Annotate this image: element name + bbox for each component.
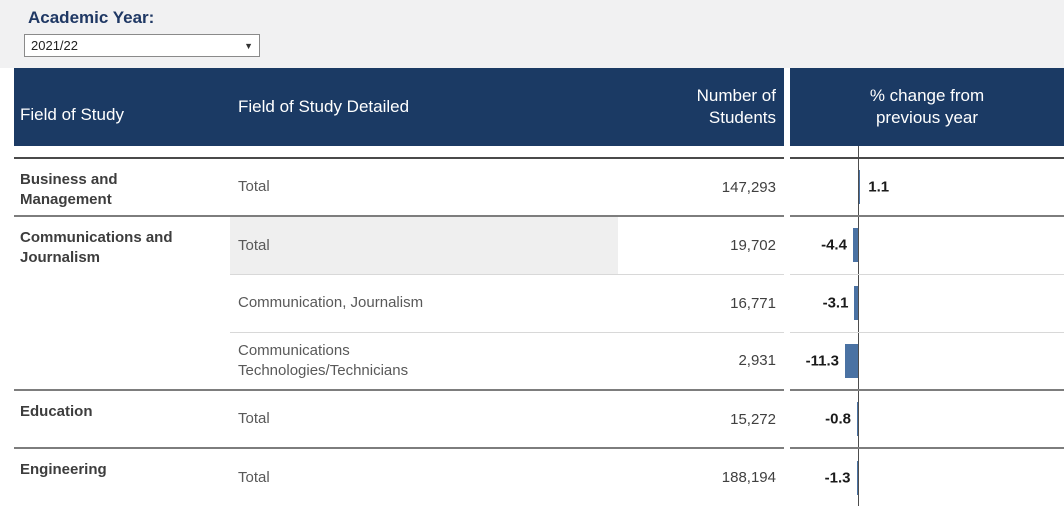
pct-change-cell: -4.4 [790, 215, 1064, 274]
table-row[interactable]: Education Total 15,272 -0.8 [14, 389, 1064, 448]
pct-axis-line [858, 217, 859, 274]
field-of-study-detailed-cell: Total [230, 215, 618, 274]
pct-axis-line [858, 449, 859, 506]
gap-cell [14, 146, 784, 158]
pct-axis-line [858, 274, 859, 332]
field-of-study-cell: Education [14, 389, 230, 448]
pct-change-value: -11.3 [805, 352, 840, 370]
header-line: Students [708, 108, 776, 127]
field-of-study-cell: Business and Management [14, 157, 230, 216]
field-of-study-detailed-cell: Communication, Journalism [230, 273, 618, 332]
table-row[interactable]: Engineering Total 188,194 -1.3 [14, 447, 1064, 506]
pct-axis-line [858, 332, 859, 389]
col-header-number-of-students: Number of Students [618, 68, 784, 146]
gap-cell [790, 146, 1064, 158]
number-of-students-cell: 15,272 [618, 389, 784, 448]
pct-change-bar [859, 170, 861, 204]
filter-bar: Academic Year: 2021/22 ▼ [0, 0, 1064, 68]
pct-change-value: -4.4 [821, 236, 847, 254]
number-of-students-cell: 147,293 [618, 157, 784, 216]
field-of-study-detailed-cell: Communications Technologies/Technicians [230, 331, 618, 390]
students-table: Field of Study Field of Study Detailed N… [14, 68, 1064, 506]
academic-year-selected-value: 2021/22 [31, 38, 78, 53]
pct-change-cell: -11.3 [790, 331, 1064, 390]
pct-change-cell: 1.1 [790, 157, 1064, 216]
col-header-field-of-study: Field of Study [14, 68, 230, 146]
field-of-study-detailed-cell: Total [230, 447, 618, 506]
header-line: % change from [869, 85, 985, 105]
pct-axis-line [858, 159, 859, 215]
academic-year-select[interactable]: 2021/22 ▼ [24, 34, 260, 57]
pct-change-bar [852, 228, 858, 263]
chevron-down-icon: ▼ [244, 40, 253, 51]
pct-change-cell: -3.1 [790, 273, 1064, 332]
data-table: Field of Study Field of Study Detailed N… [14, 68, 1064, 506]
pct-change-value: -1.3 [824, 469, 851, 486]
number-of-students-cell: 188,194 [618, 447, 784, 506]
field-of-study-cell: Communications and Journalism [14, 215, 230, 390]
col-header-pct-change: % change from previous year [790, 68, 1064, 146]
pct-change-value: -3.1 [822, 294, 849, 312]
pct-change-bar [845, 343, 858, 378]
table-row[interactable]: Communications and Journalism Total 19,702… [14, 215, 1064, 390]
pct-change-value: 1.1 [868, 178, 890, 196]
pct-axis-line [858, 146, 859, 157]
number-of-students-cell: 16,771 [618, 273, 784, 332]
header-row: Field of Study Field of Study Detailed N… [14, 68, 1064, 146]
pct-change-value: -0.8 [825, 410, 851, 428]
table-row[interactable]: Communication, Journalism 16,771 -3.1 [14, 273, 1064, 332]
field-of-study-cell: Engineering [14, 447, 230, 506]
table-row[interactable]: Communications Technologies/Technicians 2… [14, 331, 1064, 390]
number-of-students-cell: 19,702 [618, 215, 784, 274]
pct-change-bar [854, 286, 858, 320]
field-of-study-detailed-cell: Total [230, 157, 618, 216]
table-row[interactable]: Business and Management Total 147,293 1.1 [14, 157, 1064, 216]
academic-year-label: Academic Year: [28, 8, 155, 27]
col-header-field-of-study-detailed: Field of Study Detailed [230, 68, 618, 146]
pct-change-bar [857, 402, 858, 436]
header-gap-row [14, 146, 1064, 158]
field-of-study-detailed-cell: Total [230, 389, 618, 448]
header-line: Number of [696, 85, 776, 105]
pct-change-cell: -1.3 [790, 447, 1064, 506]
pct-axis-line [858, 391, 859, 447]
number-of-students-cell: 2,931 [618, 331, 784, 390]
pct-change-bar [856, 460, 858, 495]
table-body: Business and Management Total 147,293 1.1 Co… [14, 146, 1064, 506]
pct-change-cell: -0.8 [790, 389, 1064, 448]
header-line: previous year [875, 108, 979, 127]
